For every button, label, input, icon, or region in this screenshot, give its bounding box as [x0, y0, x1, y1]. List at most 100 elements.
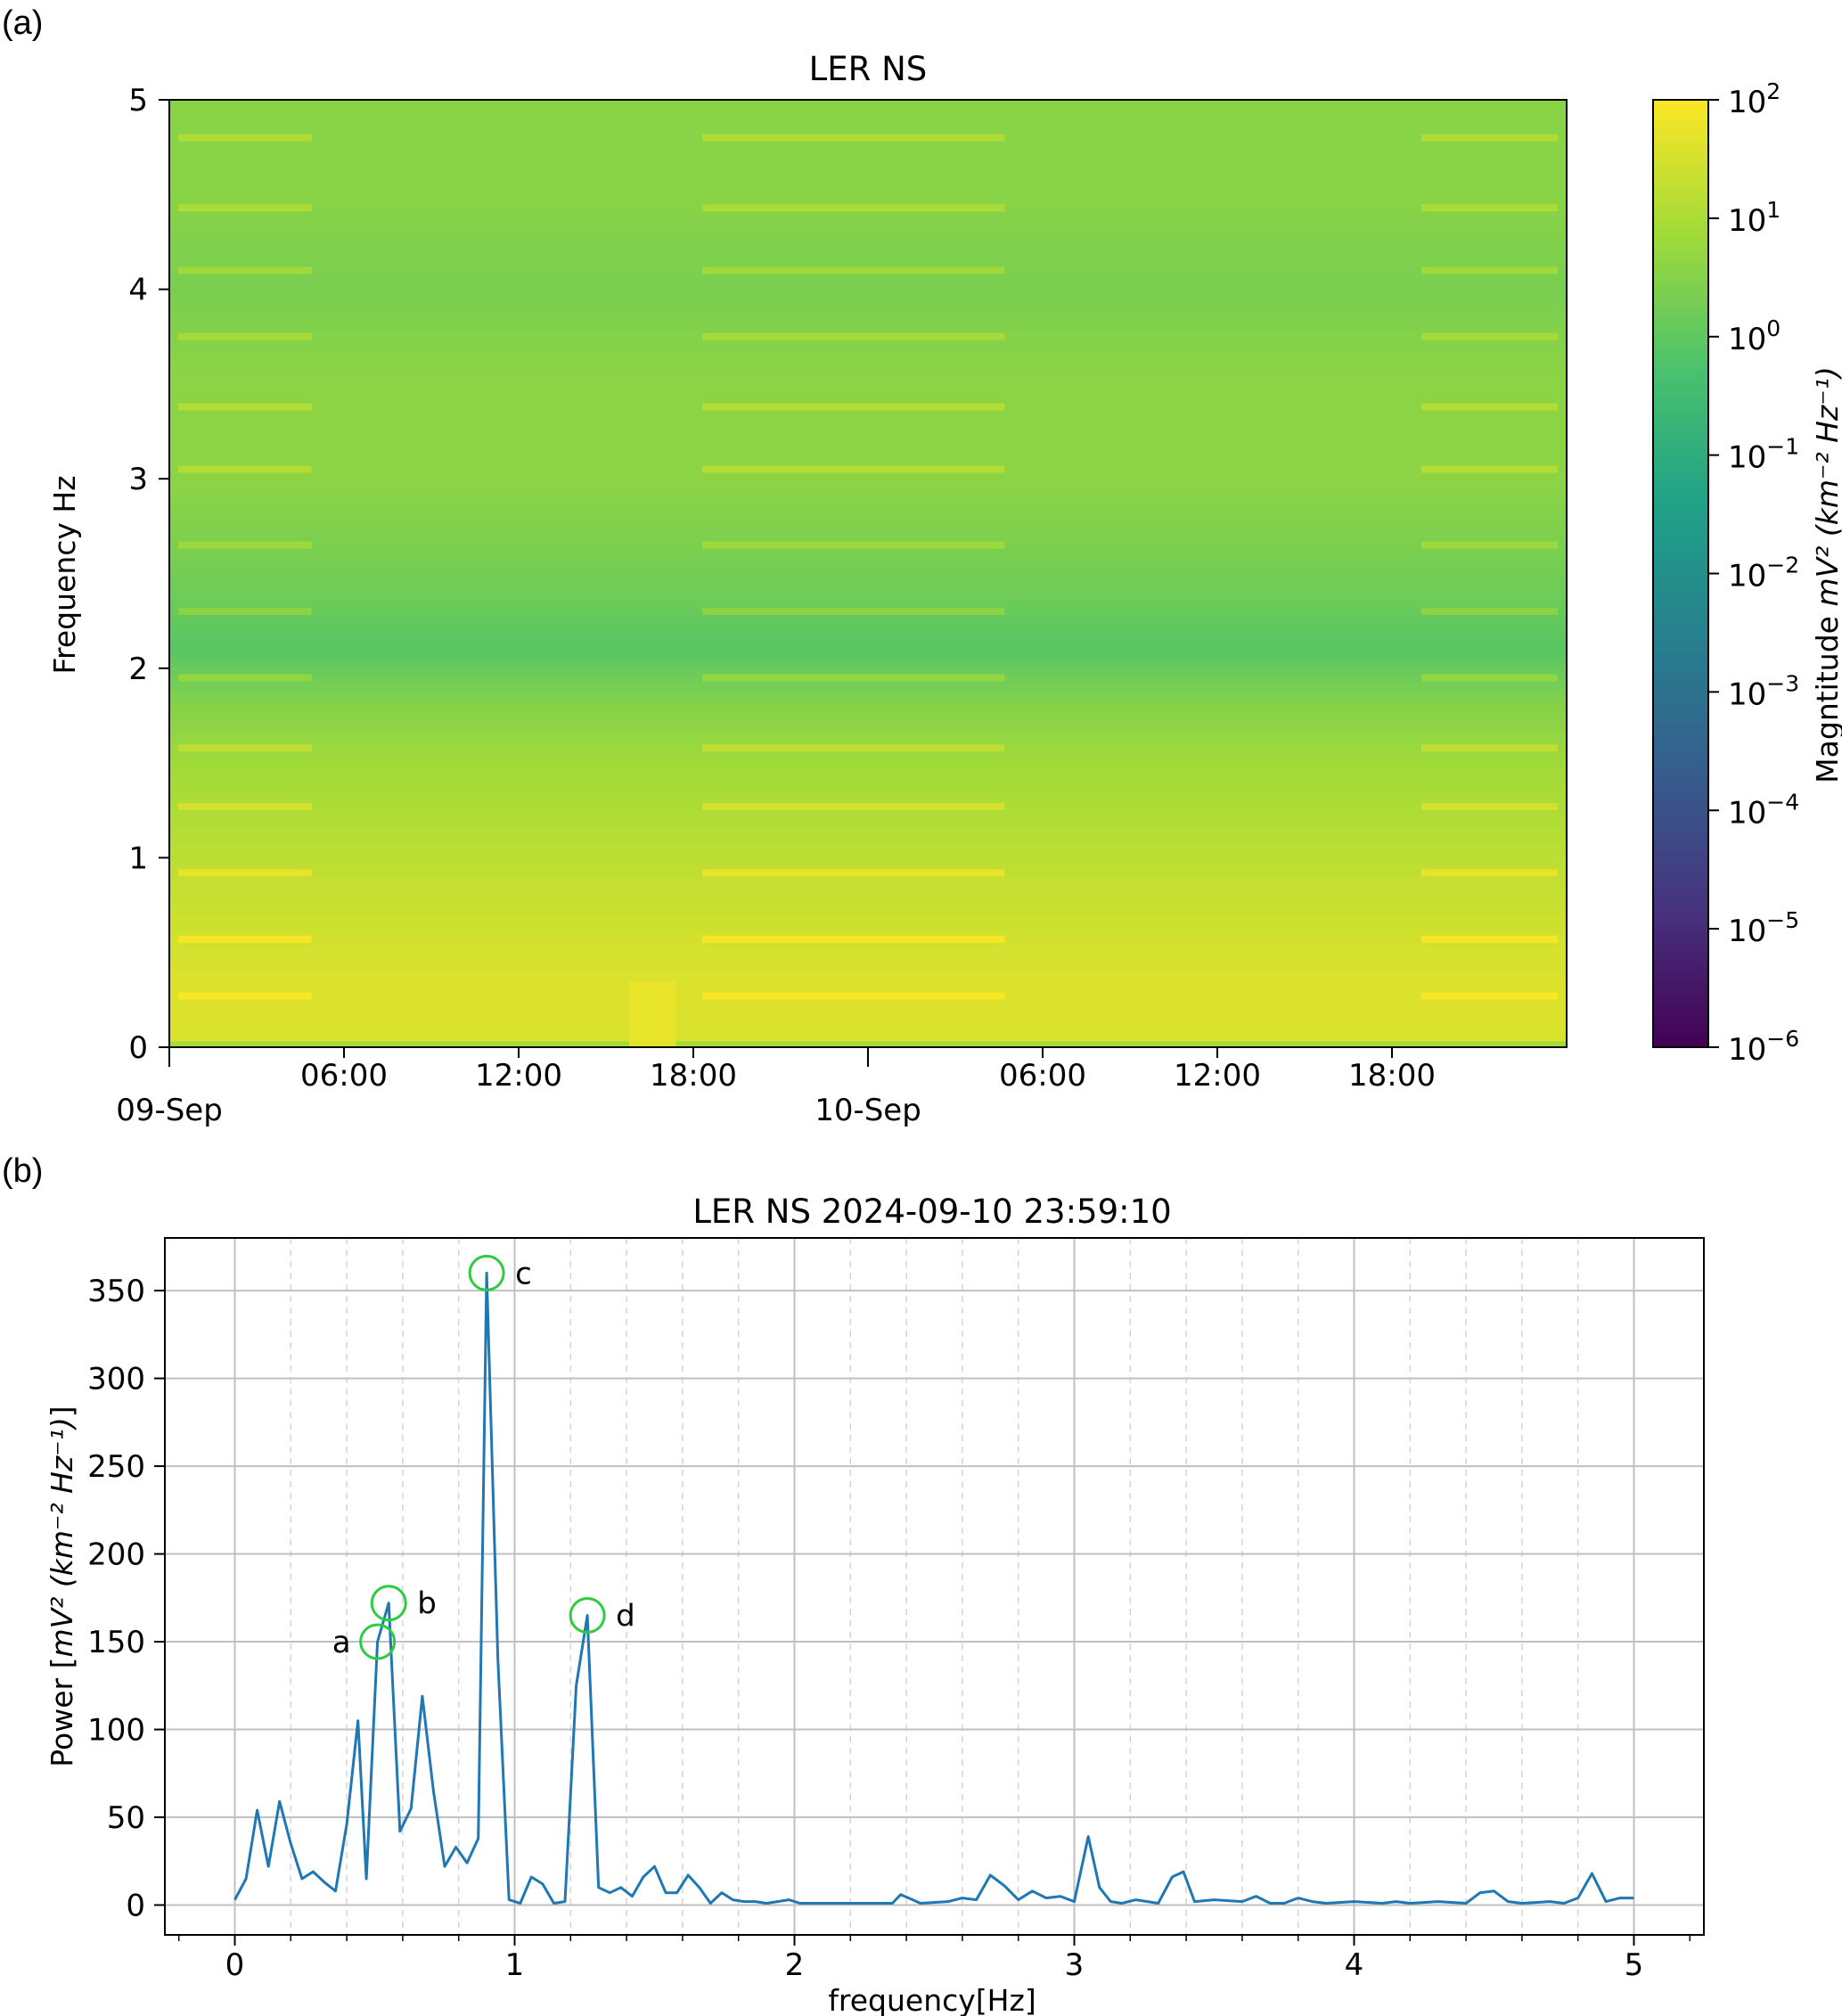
- spectrogram-band: [169, 414, 1567, 422]
- spectrogram-line-feature: [178, 992, 312, 1000]
- spectrogram-band: [169, 200, 1567, 208]
- spectrogram-line-feature: [1420, 332, 1558, 340]
- spectrogram-band: [169, 105, 1567, 113]
- spectrogram-band: [169, 383, 1567, 391]
- peak-a-label: a: [332, 1625, 351, 1660]
- spectrogram-line-feature: [1420, 266, 1558, 275]
- spectrogram-band: [169, 876, 1567, 884]
- peak-a-marker: [359, 1623, 397, 1660]
- spectrogram-x-tick-label: 18:00: [650, 1058, 737, 1094]
- spectrogram-band: [169, 971, 1567, 979]
- spectrogram-line-feature: [702, 266, 1005, 275]
- power-x-tick-label: 3: [1065, 1947, 1085, 1983]
- spectrogram-band: [169, 496, 1567, 505]
- spectrogram-band: [169, 774, 1567, 783]
- spectrogram-line-feature: [702, 541, 1005, 549]
- peak-b-marker: [370, 1585, 407, 1622]
- spectrogram-line-feature: [702, 869, 1005, 877]
- spectrogram-line-feature: [702, 465, 1005, 473]
- spectrogram-y-axis: 0 1 2 3 4 5: [128, 83, 169, 1066]
- spectrogram-band: [169, 996, 1567, 1004]
- power-x-tick-label: 2: [785, 1947, 805, 1983]
- panel-a: (a) LER NS 0 1 2 3 4 5 09-Sep 06:00 12:00 18:00 1…: [2, 4, 1842, 1128]
- spectrogram-y-tick-label: 0: [128, 1030, 148, 1066]
- spectrogram-line-feature: [178, 403, 312, 411]
- colorbar-label: Magntitude mV² (km⁻² Hz⁻¹): [1810, 366, 1842, 783]
- spectrogram-band: [169, 629, 1567, 637]
- spectrogram-band: [169, 320, 1567, 328]
- spectrogram-band: [169, 901, 1567, 909]
- spectrogram-band: [169, 838, 1567, 846]
- power-y-tick-label: 300: [87, 1362, 145, 1397]
- spectrogram-band: [169, 964, 1567, 972]
- spectrogram-band: [169, 781, 1567, 789]
- spectrogram-band: [169, 100, 1567, 107]
- spectrogram-line-feature: [178, 608, 312, 616]
- spectrogram-line-feature: [178, 674, 312, 682]
- power-x-axis: 0 1 2 3 4 5: [177, 1935, 1691, 1983]
- spectrogram-band: [169, 490, 1567, 498]
- peak-d-label: d: [616, 1599, 635, 1635]
- spectrogram-y-label: Frequency Hz: [47, 475, 82, 674]
- spectrogram-band: [169, 907, 1567, 915]
- spectrogram-band: [169, 863, 1567, 872]
- spectrogram-band: [169, 592, 1567, 600]
- spectrogram-band: [169, 889, 1567, 897]
- spectrogram-band: [169, 428, 1567, 436]
- spectrogram-band: [169, 750, 1567, 758]
- power-x-tick-label: 4: [1345, 1947, 1364, 1983]
- power-x-tick-label: 5: [1625, 1947, 1644, 1983]
- spectrogram-band: [169, 711, 1567, 719]
- spectrogram-band: [169, 156, 1567, 164]
- spectrogram-line-feature: [702, 134, 1005, 142]
- spectrogram-band: [169, 345, 1567, 353]
- spectrogram-title: LER NS: [809, 50, 928, 88]
- spectrogram-band: [169, 642, 1567, 651]
- power-y-tick-label: 150: [87, 1625, 145, 1660]
- spectrogram-band: [169, 856, 1567, 865]
- spectrogram-band: [169, 547, 1567, 555]
- spectrogram-band: [169, 649, 1567, 657]
- spectrogram-band: [169, 850, 1567, 858]
- spectrogram-band: [169, 396, 1567, 404]
- spectrogram-band: [169, 295, 1567, 303]
- colorbar: [1652, 99, 1709, 1048]
- spectrogram-x-tick-label: 09-Sep: [116, 1093, 223, 1128]
- spectrogram-band: [169, 737, 1567, 745]
- spectrogram-band: [169, 914, 1567, 922]
- spectrogram-band: [169, 560, 1567, 568]
- spectrogram-band: [169, 162, 1567, 170]
- spectrogram-line-feature: [702, 802, 1005, 810]
- spectrogram-line-feature: [178, 266, 312, 275]
- spectrogram-y-tick-label: 5: [128, 83, 148, 119]
- spectrogram-band: [169, 421, 1567, 430]
- spectrogram-x-tick-label: 10-Sep: [815, 1093, 921, 1128]
- spectrogram-band: [169, 175, 1567, 183]
- spectrogram-band: [169, 825, 1567, 833]
- spectrogram-band: [169, 705, 1567, 713]
- spectrogram-band: [169, 358, 1567, 366]
- power-y-tick-label: 100: [87, 1713, 145, 1749]
- spectrogram-band: [169, 762, 1567, 770]
- spectrogram-band: [169, 111, 1567, 119]
- spectrogram-line-feature: [1420, 204, 1558, 212]
- spectrogram-x-tick-label: 12:00: [475, 1058, 562, 1094]
- spectrogram-band: [169, 447, 1567, 455]
- spectrogram-band: [169, 238, 1567, 246]
- spectrogram-band: [169, 193, 1567, 201]
- spectrogram-band: [169, 124, 1567, 132]
- colorbar-tick-label: 101: [1728, 197, 1781, 239]
- spectrogram-band: [169, 794, 1567, 802]
- spectrogram-band: [169, 326, 1567, 334]
- spectrogram-band: [169, 952, 1567, 960]
- panel-a-label: (a): [2, 4, 43, 42]
- spectrogram-band: [169, 623, 1567, 631]
- spectrogram-band: [169, 553, 1567, 561]
- spectrogram-line-feature: [178, 935, 312, 943]
- spectrogram-band: [169, 731, 1567, 739]
- spectrogram-band: [169, 768, 1567, 776]
- power-y-tick-label: 350: [87, 1274, 145, 1309]
- spectrogram-band: [169, 440, 1567, 448]
- spectrogram-band: [169, 756, 1567, 764]
- spectrogram-band: [169, 150, 1567, 158]
